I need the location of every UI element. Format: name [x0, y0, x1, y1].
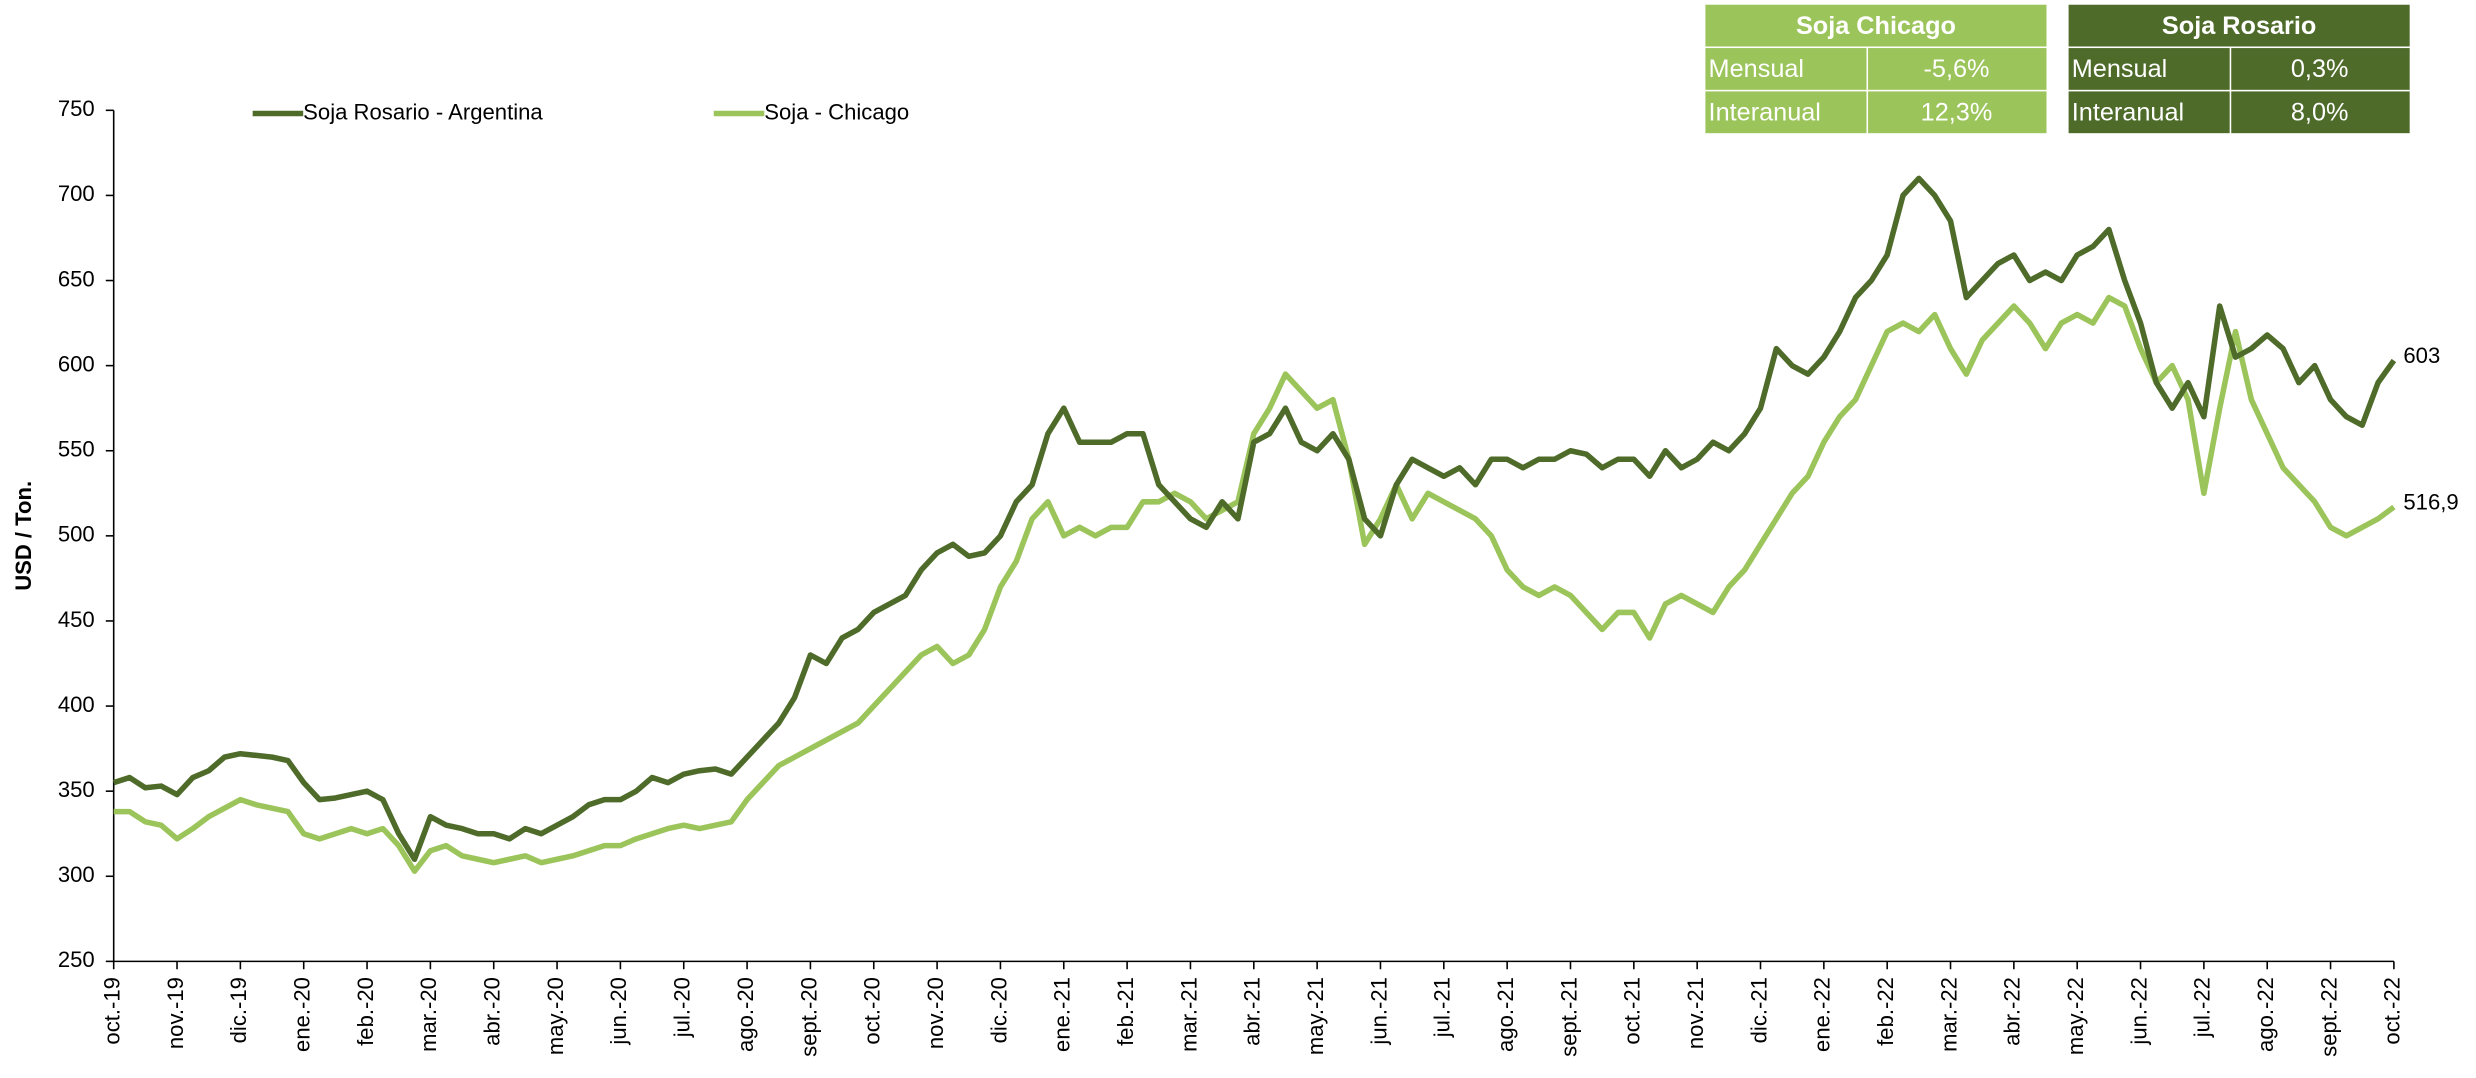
x-tick-label: ago.-22 — [2253, 977, 2278, 1052]
series-line — [113, 294, 2396, 874]
x-tick-label: oct.-20 — [860, 977, 885, 1044]
x-tick-label: mar.-22 — [1936, 977, 1961, 1052]
x-tick-label: sept.-21 — [1556, 977, 1581, 1057]
x-tick-label: may.-22 — [2063, 977, 2088, 1055]
summary-table: Soja Rosario Mensual 0,3% Interanual 8,0% — [2068, 4, 2410, 134]
y-tick-label: 650 — [58, 266, 95, 291]
x-tick-label: oct.-19 — [100, 977, 125, 1044]
x-tick-label: abr.-21 — [1240, 977, 1265, 1046]
table-cell-bg — [1868, 91, 2047, 134]
x-tick-label: abr.-22 — [2000, 977, 2025, 1046]
y-tick-label: 550 — [58, 437, 95, 462]
data-label: 603 — [2403, 343, 2440, 368]
table-cell-bg — [2068, 48, 2230, 90]
x-tick-label: jun.-22 — [2126, 977, 2151, 1045]
y-tick-label: 350 — [58, 777, 95, 802]
table-row-label: Interanual — [2072, 99, 2184, 127]
x-tick-label: ene.-21 — [1050, 977, 1075, 1052]
table-header-bg — [1705, 4, 2047, 47]
summary-table: Soja Chicago Mensual -5,6% Interanual 12,3% — [1705, 4, 2047, 134]
x-tick-label: dic.-19 — [226, 977, 251, 1043]
table-row-value: 0,3% — [2291, 55, 2349, 83]
legend-label: Soja - Chicago — [764, 99, 909, 124]
x-tick-label: mar.-21 — [1176, 977, 1201, 1052]
legend-label: Soja Rosario - Argentina — [303, 99, 543, 124]
x-tick-label: jun.-21 — [1366, 977, 1391, 1045]
x-tick-label: sept.-20 — [796, 977, 821, 1057]
table-header-bg — [2068, 4, 2410, 47]
x-tick-label: nov.-19 — [163, 977, 188, 1049]
x-tick-label: ago.-20 — [733, 977, 758, 1052]
x-tick-label: feb.-20 — [353, 977, 378, 1046]
x-tick-label: may.-20 — [543, 977, 568, 1055]
x-tick-label: nov.-20 — [923, 977, 948, 1049]
x-tick-label: nov.-21 — [1683, 977, 1708, 1049]
x-tick-label: oct.-21 — [1620, 977, 1645, 1044]
y-tick-label: 450 — [58, 607, 95, 632]
y-tick-label: 400 — [58, 692, 95, 717]
table-cell-bg — [1868, 48, 2047, 90]
table-cell-bg — [1705, 91, 1867, 134]
table-row-value: 12,3% — [1921, 99, 1993, 127]
x-tick-label: feb.-21 — [1113, 977, 1138, 1046]
data-label: 516,9 — [2403, 490, 2458, 515]
y-tick-label: 700 — [58, 181, 95, 206]
x-tick-label: dic.-21 — [1746, 977, 1771, 1043]
x-tick-label: may.-21 — [1303, 977, 1328, 1055]
y-tick-label: 250 — [58, 947, 95, 972]
table-row-label: Interanual — [1709, 99, 1821, 127]
x-tick-label: ene.-20 — [290, 977, 315, 1052]
table-title: Soja Rosario — [2162, 12, 2316, 40]
x-tick-label: jul.-21 — [1430, 977, 1455, 1038]
x-tick-label: abr.-20 — [480, 977, 505, 1046]
y-axis-label: USD / Ton. — [11, 481, 36, 591]
table-row-value: -5,6% — [1923, 55, 1989, 83]
x-tick-label: jul.-20 — [670, 977, 695, 1038]
table-row-label: Mensual — [2072, 55, 2167, 83]
table-title: Soja Chicago — [1796, 12, 1956, 40]
series-line — [112, 175, 2397, 863]
x-tick-label: oct.-22 — [2380, 977, 2405, 1044]
y-tick-label: 300 — [58, 862, 95, 887]
table-row-label: Mensual — [1709, 55, 1804, 83]
y-tick-label: 750 — [58, 96, 95, 121]
x-tick-label: ago.-21 — [1493, 977, 1518, 1052]
x-tick-label: jul.-22 — [2190, 977, 2215, 1038]
table-cell-bg — [2231, 91, 2410, 134]
table-row-value: 8,0% — [2291, 99, 2349, 127]
table-cell-bg — [1705, 48, 1867, 90]
y-tick-label: 500 — [58, 522, 95, 547]
x-tick-label: sept.-22 — [2316, 977, 2341, 1057]
table-cell-bg — [2068, 91, 2230, 134]
x-tick-label: mar.-20 — [416, 977, 441, 1052]
x-tick-label: dic.-20 — [986, 977, 1011, 1043]
x-tick-label: jun.-20 — [606, 977, 631, 1045]
table-cell-bg — [2231, 48, 2410, 90]
x-tick-label: ene.-22 — [1810, 977, 1835, 1052]
x-tick-label: feb.-22 — [1873, 977, 1898, 1046]
y-tick-label: 600 — [58, 351, 95, 376]
